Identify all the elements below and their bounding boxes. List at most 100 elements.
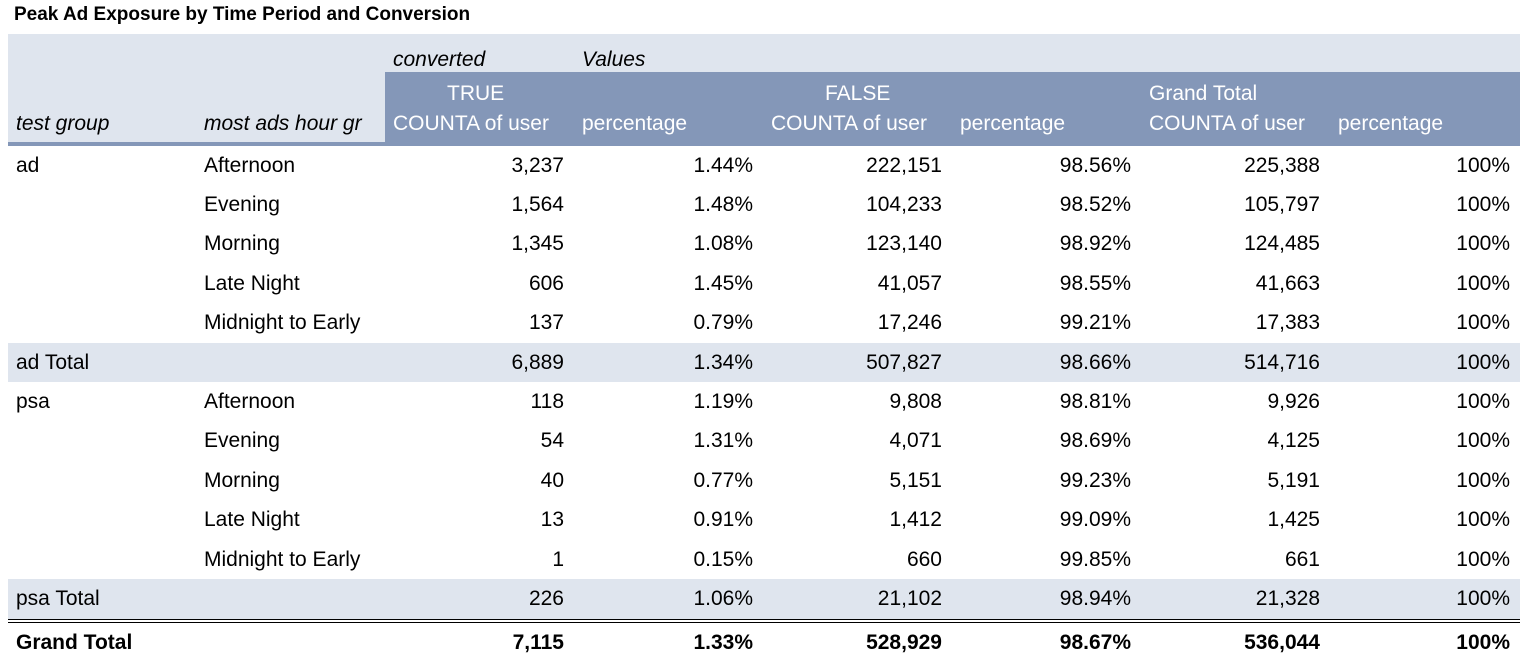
value-cell: 99.23% xyxy=(1059,468,1131,492)
value-cell: 21,102 xyxy=(763,579,952,621)
hour-group-label: Afternoon xyxy=(204,153,296,177)
value-cell: 100% xyxy=(1330,618,1520,663)
value-cell: 6,889 xyxy=(385,342,574,383)
value-cell: 4,071 xyxy=(889,429,942,453)
header-cell-blank xyxy=(8,72,196,106)
value-cell: 100% xyxy=(1456,547,1510,571)
header-cell-blank xyxy=(196,34,385,72)
value-cell: 100% xyxy=(1330,579,1520,621)
header-cell-blank xyxy=(1330,34,1520,72)
value-cell: 660 xyxy=(906,547,942,571)
value-cell: 1 xyxy=(552,547,564,571)
value-cell: 118 xyxy=(530,390,564,414)
hour-group-label: Morning xyxy=(204,232,280,256)
subtotal-blank xyxy=(196,342,385,383)
measure-header-count[interactable]: COUNTA of user xyxy=(1141,106,1330,146)
value-cell: 98.52% xyxy=(1059,193,1131,217)
value-cell: 9,926 xyxy=(1267,390,1320,414)
header-row-groups: TRUE FALSE Grand Total xyxy=(8,72,1520,106)
hour-group-label: Late Night xyxy=(204,271,300,295)
column-group-true[interactable]: TRUE xyxy=(385,72,574,106)
value-cell: 1,345 xyxy=(511,232,564,256)
value-cell: 1.08% xyxy=(693,232,753,256)
value-cell: 528,929 xyxy=(763,618,952,663)
test-group-blank xyxy=(8,422,196,461)
measure-header-percentage[interactable]: percentage xyxy=(952,106,1141,146)
header-cell-blank xyxy=(952,72,1141,106)
pivot-body: ad Afternoon 3,237 1.44% 222,151 98.56% 225,38… xyxy=(8,144,1520,663)
value-cell: 1,564 xyxy=(511,193,564,217)
value-cell: 100% xyxy=(1456,508,1510,532)
test-group-label: ad xyxy=(16,153,40,177)
subtotal-label: psa Total xyxy=(8,579,196,621)
value-cell: 100% xyxy=(1456,429,1510,453)
measure-header-percentage[interactable]: percentage xyxy=(574,106,763,146)
row-field-test-group[interactable]: test group xyxy=(8,106,196,146)
value-cell: 99.09% xyxy=(1059,508,1131,532)
test-group-blank xyxy=(8,264,196,303)
value-cell: 0.77% xyxy=(693,468,753,492)
table-row: ad Afternoon 3,237 1.44% 222,151 98.56% 225,38… xyxy=(8,144,1520,185)
value-cell: 41,057 xyxy=(877,271,942,295)
subtotal-label: ad Total xyxy=(8,342,196,383)
value-cell: 100% xyxy=(1330,342,1520,383)
value-cell: 40 xyxy=(540,468,564,492)
table-row: Late Night 606 1.45% 41,057 98.55% 41,663 100% xyxy=(8,264,1520,303)
column-group-grand-total[interactable]: Grand Total xyxy=(1141,72,1330,106)
test-group-blank xyxy=(8,225,196,264)
column-field-converted[interactable]: converted xyxy=(385,34,574,72)
test-group-blank xyxy=(8,304,196,343)
table-row: Evening 1,564 1.48% 104,233 98.52% 105,797 100… xyxy=(8,185,1520,224)
hour-group-label: Morning xyxy=(204,468,280,492)
value-cell: 7,115 xyxy=(385,618,574,663)
value-cell: 222,151 xyxy=(866,153,942,177)
value-cell: 5,191 xyxy=(1267,468,1320,492)
value-cell: 100% xyxy=(1456,232,1510,256)
value-cell: 1.19% xyxy=(693,390,753,414)
pivot-table: converted Values TRUE FALSE Grand Total … xyxy=(8,34,1520,663)
value-cell: 1.31% xyxy=(693,429,753,453)
measure-header-count[interactable]: COUNTA of user xyxy=(763,106,952,146)
header-cell-blank xyxy=(763,34,952,72)
value-cell: 0.91% xyxy=(693,508,753,532)
table-row: Midnight to Early 137 0.79% 17,246 99.21% 17,… xyxy=(8,304,1520,343)
test-group-blank xyxy=(8,540,196,579)
value-cell: 105,797 xyxy=(1244,193,1320,217)
hour-group-label: Midnight to Early xyxy=(204,311,361,335)
value-cell: 17,246 xyxy=(877,311,942,335)
value-cell: 54 xyxy=(540,429,564,453)
test-group-label: psa xyxy=(16,390,50,414)
column-group-false[interactable]: FALSE xyxy=(763,72,952,106)
value-cell: 1.33% xyxy=(574,618,763,663)
value-cell: 514,716 xyxy=(1141,342,1330,383)
value-cell: 124,485 xyxy=(1244,232,1320,256)
subtotal-blank xyxy=(196,579,385,621)
value-cell: 13 xyxy=(540,508,564,532)
value-cell: 98.55% xyxy=(1059,271,1131,295)
value-cell: 100% xyxy=(1456,193,1510,217)
table-row: Late Night 13 0.91% 1,412 99.09% 1,425 100% xyxy=(8,501,1520,540)
page-title: Peak Ad Exposure by Time Period and Conv… xyxy=(14,4,471,25)
values-field-label[interactable]: Values xyxy=(574,34,763,72)
value-cell: 0.15% xyxy=(693,547,753,571)
grand-total-blank xyxy=(196,618,385,663)
hour-group-label: Midnight to Early xyxy=(204,547,361,571)
value-cell: 3,237 xyxy=(511,153,564,177)
subtotal-row: ad Total 6,889 1.34% 507,827 98.66% 514,716 10… xyxy=(8,342,1520,383)
value-cell: 41,663 xyxy=(1255,271,1320,295)
value-cell: 1.45% xyxy=(693,271,753,295)
header-row-measures: test group most ads hour gr COUNTA of us… xyxy=(8,106,1520,146)
measure-header-percentage[interactable]: percentage xyxy=(1330,106,1520,146)
value-cell: 100% xyxy=(1456,390,1510,414)
row-field-most-ads-hour[interactable]: most ads hour gr xyxy=(196,106,385,146)
grand-total-row: Grand Total 7,115 1.33% 528,929 98.67% 536,04… xyxy=(8,618,1520,663)
value-cell: 1.34% xyxy=(574,342,763,383)
subtotal-row: psa Total 226 1.06% 21,102 98.94% 21,328 100% xyxy=(8,579,1520,621)
value-cell: 1,412 xyxy=(889,508,942,532)
header-cell-blank xyxy=(952,34,1141,72)
value-cell: 98.81% xyxy=(1059,390,1131,414)
measure-header-count[interactable]: COUNTA of user xyxy=(385,106,574,146)
value-cell: 4,125 xyxy=(1267,429,1320,453)
value-cell: 98.94% xyxy=(952,579,1141,621)
value-cell: 137 xyxy=(528,311,564,335)
